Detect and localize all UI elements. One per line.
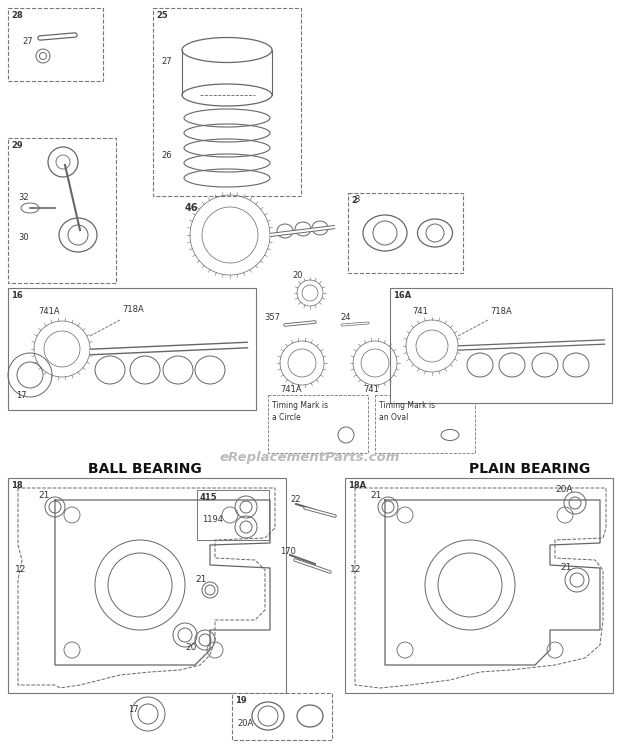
Text: 30: 30	[18, 234, 29, 243]
Text: 26: 26	[161, 150, 172, 159]
Text: eReplacementParts.com: eReplacementParts.com	[220, 452, 400, 464]
Text: 21: 21	[370, 490, 381, 499]
Bar	[8, 8, 103, 81]
Text: 27: 27	[161, 57, 172, 66]
Text: 17: 17	[128, 705, 139, 714]
Bar	[197, 490, 269, 540]
Text: 25: 25	[156, 11, 168, 20]
Bar	[8, 478, 286, 693]
Text: 46: 46	[185, 203, 198, 213]
Text: 17: 17	[16, 391, 27, 400]
Bar	[345, 478, 613, 693]
Text: 22: 22	[290, 496, 301, 504]
Bar	[375, 395, 475, 453]
Text: 357: 357	[264, 313, 280, 322]
Text: 1194: 1194	[202, 516, 223, 525]
Text: 28: 28	[11, 11, 22, 20]
Text: 12: 12	[15, 565, 27, 574]
Text: 741A: 741A	[38, 307, 60, 316]
Text: 20: 20	[292, 271, 303, 280]
Text: 741A: 741A	[280, 385, 301, 394]
Text: 21: 21	[195, 576, 206, 585]
Text: 20: 20	[185, 644, 197, 652]
Text: 32: 32	[18, 193, 29, 202]
Text: 18A: 18A	[348, 481, 366, 490]
Text: 741: 741	[363, 385, 379, 394]
Text: 16: 16	[11, 291, 23, 300]
Text: 170: 170	[280, 548, 296, 557]
Text: 29: 29	[11, 141, 22, 150]
Text: a Circle: a Circle	[272, 413, 301, 422]
Text: 3: 3	[354, 196, 360, 205]
Text: Timing Mark is: Timing Mark is	[379, 401, 435, 410]
Text: 18: 18	[11, 481, 22, 490]
Text: 21: 21	[560, 563, 572, 572]
Bar	[8, 138, 116, 283]
Bar	[232, 693, 332, 740]
Bar	[8, 288, 256, 410]
Text: Timing Mark is: Timing Mark is	[272, 401, 328, 410]
Text: 20A: 20A	[555, 486, 572, 495]
Text: 16A: 16A	[393, 291, 411, 300]
Text: 12: 12	[350, 565, 361, 574]
Bar	[390, 288, 612, 403]
Text: an Oval: an Oval	[379, 413, 409, 422]
Text: 27: 27	[22, 37, 33, 46]
Text: 24: 24	[340, 313, 350, 322]
Text: BALL BEARING: BALL BEARING	[88, 462, 202, 476]
Bar	[268, 395, 368, 453]
Bar	[153, 8, 301, 196]
Text: 718A: 718A	[122, 306, 144, 315]
Text: 20A: 20A	[237, 719, 253, 728]
Text: PLAIN BEARING: PLAIN BEARING	[469, 462, 591, 476]
Text: 718A: 718A	[490, 307, 511, 316]
Text: 741: 741	[412, 307, 428, 316]
Text: 2: 2	[351, 196, 357, 205]
Text: 415: 415	[200, 493, 218, 502]
Text: 19: 19	[235, 696, 247, 705]
Text: 21: 21	[38, 490, 50, 499]
Bar	[348, 193, 463, 273]
